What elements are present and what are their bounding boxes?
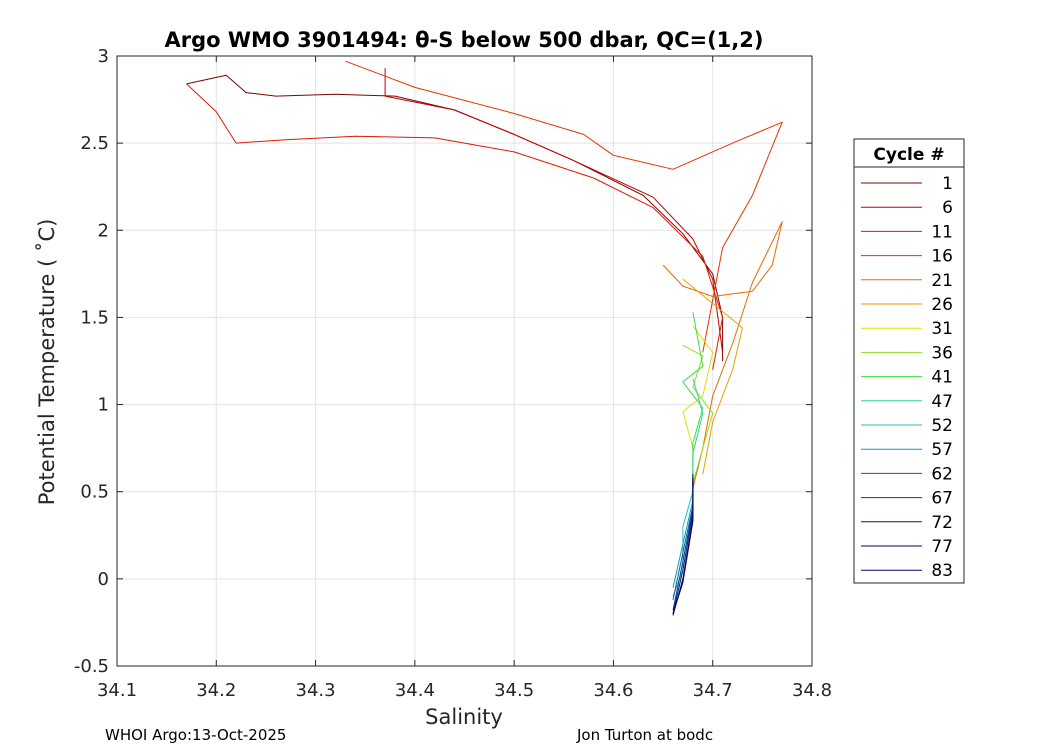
series-layer (186, 60, 783, 616)
legend-box (853, 138, 965, 584)
plot-frame (116, 55, 813, 667)
plot-area (117, 56, 812, 666)
legend-label-cycle-11: 11 (931, 222, 953, 242)
y-tick-label: 2.5 (80, 133, 109, 154)
legend-label-cycle-6: 6 (942, 198, 953, 218)
footer-left: WHOI Argo:13-Oct-2025 (105, 726, 287, 744)
chart-title: Argo WMO 3901494: θ-S below 500 dbar, QC… (165, 28, 764, 52)
y-tick-label: 3 (98, 46, 109, 67)
x-tick-label: 34.2 (196, 680, 236, 701)
legend-label-cycle-21: 21 (931, 271, 953, 291)
legend-label-cycle-41: 41 (931, 368, 953, 388)
series-line-cycle-41 (682, 312, 704, 492)
footer-right: Jon Turton at bodc (577, 726, 714, 744)
y-axis-label: Potential Temperature ( ˚C) (35, 219, 59, 506)
series-line-cycle-26 (682, 278, 743, 475)
ticks: 34.1 34.2 34.3 34.4 34.5 34.6 34.7 34.8 -0.5 0 0.5… (74, 46, 832, 701)
legend-label-cycle-77: 77 (931, 537, 953, 557)
x-axis-label: Salinity (425, 705, 503, 729)
y-tick-label: 1 (98, 395, 109, 416)
series-line-cycle-36 (682, 344, 714, 484)
legend-label-cycle-62: 62 (931, 464, 953, 484)
legend-label-cycle-47: 47 (931, 392, 953, 412)
series-line-cycle-11 (186, 83, 724, 370)
legend-title: Cycle # (873, 145, 944, 165)
legend-label-cycle-83: 83 (931, 561, 953, 581)
legend-label-cycle-57: 57 (931, 440, 953, 460)
legend-label-cycle-72: 72 (931, 513, 953, 533)
legend-label-cycle-67: 67 (931, 489, 953, 509)
legend-label-cycle-36: 36 (931, 343, 953, 363)
series-line-cycle-21 (662, 221, 783, 489)
y-tick-label: -0.5 (74, 656, 109, 677)
legend-label-cycle-1: 1 (942, 174, 953, 194)
legend-label-cycle-52: 52 (931, 416, 953, 436)
legend-label-cycle-26: 26 (931, 295, 953, 315)
x-tick-label: 34.1 (97, 680, 137, 701)
x-tick-label: 34.8 (792, 680, 832, 701)
legend-label-cycle-16: 16 (931, 247, 953, 267)
y-tick-label: 2 (98, 220, 109, 241)
y-tick-label: 0.5 (80, 482, 109, 503)
x-tick-label: 34.4 (395, 680, 435, 701)
legend-label-cycle-31: 31 (931, 319, 953, 339)
series-line-cycle-83 (672, 483, 694, 614)
x-tick-label: 34.3 (296, 680, 336, 701)
series-line-cycle-16 (345, 60, 783, 353)
x-tick-label: 34.5 (494, 680, 534, 701)
y-tick-label: 0 (98, 569, 109, 590)
y-tick-label: 1.5 (80, 307, 109, 328)
x-tick-label: 34.7 (693, 680, 733, 701)
grid (117, 56, 812, 666)
x-tick-label: 34.6 (593, 680, 633, 701)
